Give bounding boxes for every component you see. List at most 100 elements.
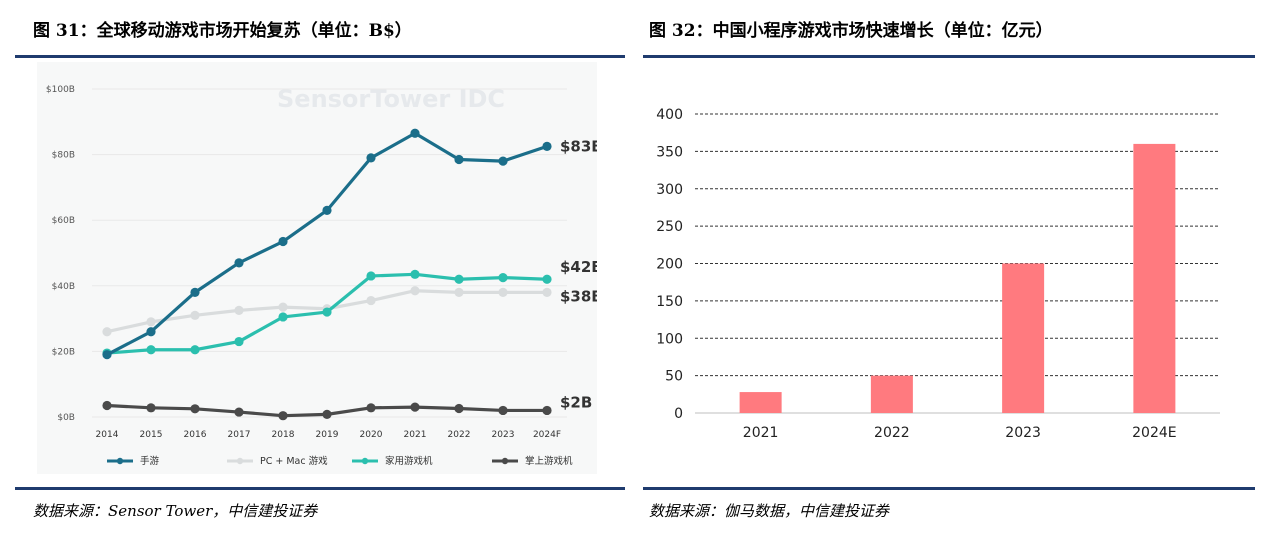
end-value-label: $2B (560, 393, 592, 411)
end-value-label: $38B (560, 287, 597, 305)
data-point (454, 154, 464, 165)
figure-32-title: 图 32：中国小程序游戏市场快速增长（单位：亿元） (649, 21, 1053, 41)
legend-swatch-dot (361, 457, 369, 465)
legend-swatch-dot (236, 457, 244, 465)
data-point (366, 403, 376, 413)
legend: 手游 PC + Mac 游戏 家用游戏机 掌上游戏机 (107, 455, 573, 467)
legend-label: 掌上游戏机 (525, 455, 573, 467)
data-point (146, 345, 156, 355)
data-point (234, 305, 244, 315)
data-point (322, 307, 332, 317)
data-point (542, 141, 552, 151)
data-point (410, 402, 420, 412)
y-tick-label: $80B (52, 151, 75, 161)
data-point (542, 287, 552, 297)
y-tick-label: 400 (656, 107, 683, 123)
y-axis-ticks: 0 50 100 150 200 250 300 350 400 (656, 107, 683, 422)
legend-swatch-dot (501, 457, 509, 465)
gridlines (695, 113, 1220, 414)
legend-label: PC + Mac 游戏 (260, 455, 328, 467)
data-point (410, 286, 420, 296)
y-tick-label: $0B (57, 413, 75, 423)
title-rule (15, 55, 625, 58)
data-point (322, 205, 332, 215)
data-point (366, 153, 376, 163)
figure-31-title: 图 31：全球移动游戏市场开始复苏（单位：B$） (33, 21, 412, 41)
data-point (146, 317, 156, 327)
data-point (454, 403, 464, 414)
end-value-label: $42B (560, 258, 597, 276)
data-point (190, 404, 200, 414)
x-tick-label: 2017 (228, 430, 251, 440)
legend-label: 家用游戏机 (385, 455, 433, 467)
data-point (278, 236, 288, 247)
x-tick-label: 2021 (743, 425, 779, 441)
mini-program-game-chart: 0 50 100 150 200 250 300 350 400 2021 2022 2023 202… (643, 62, 1255, 478)
data-point (498, 405, 508, 416)
x-tick-label: 2020 (360, 430, 383, 440)
x-tick-label: 2022 (874, 425, 910, 441)
bar (1133, 143, 1176, 413)
bar (1002, 263, 1045, 413)
y-tick-label: 250 (656, 219, 683, 235)
y-tick-label: $20B (52, 347, 75, 357)
data-point (410, 128, 420, 138)
chart-background (37, 62, 597, 474)
data-point (454, 274, 464, 284)
x-axis-ticks: 2021 2022 2023 2024E (743, 425, 1177, 441)
data-point (278, 411, 288, 421)
figure-32-source: 数据来源：伽马数据，中信建投证券 (649, 502, 890, 520)
line-chart-svg: SensorTower IDC $0B $20B $40B $60B $80B $100B… (37, 62, 603, 474)
data-point (234, 407, 244, 417)
y-tick-label: 50 (665, 369, 683, 385)
y-tick-label: 350 (656, 144, 683, 160)
data-point (102, 400, 112, 411)
data-point (498, 287, 508, 297)
x-tick-label: 2022 (448, 430, 471, 440)
data-point (410, 269, 420, 279)
figure-31-source: 数据来源：Sensor Tower，中信建投证券 (33, 502, 318, 520)
y-tick-label: 150 (656, 294, 683, 310)
data-point (366, 271, 376, 281)
x-tick-label: 2023 (1005, 425, 1041, 441)
x-tick-label: 2021 (404, 430, 427, 440)
data-point (278, 302, 288, 312)
x-tick-label: 2018 (272, 430, 295, 440)
x-tick-label: 2014 (96, 430, 119, 440)
data-point (234, 258, 244, 268)
data-point (498, 273, 508, 283)
end-labels: $83B $38B $42B $2B (560, 137, 603, 411)
series-lines (102, 128, 552, 421)
source-rule (643, 487, 1255, 490)
data-point (190, 345, 200, 355)
data-point (542, 274, 552, 284)
data-point (366, 295, 376, 306)
x-tick-label: 2023 (492, 430, 515, 440)
legend-swatch-dot (116, 457, 124, 465)
x-tick-label: 2024F (533, 430, 561, 440)
title-rule (643, 55, 1255, 58)
y-axis-ticks: $0B $20B $40B $60B $80B $100B (46, 85, 75, 423)
end-value-label: $83B (560, 137, 597, 155)
bar (870, 375, 913, 413)
data-point (190, 287, 200, 297)
y-tick-label: $60B (52, 216, 75, 226)
watermark: SensorTower IDC (277, 85, 505, 113)
bar (739, 392, 782, 413)
y-tick-label: 100 (656, 331, 683, 347)
data-point (146, 327, 156, 337)
x-axis-ticks: 2014 2015 2016 2017 2018 2019 2020 2021 2022 2023… (96, 430, 562, 440)
data-point (498, 156, 508, 166)
bars (739, 143, 1176, 413)
y-tick-label: $100B (46, 85, 75, 95)
x-tick-label: 2016 (184, 430, 207, 440)
data-point (278, 312, 288, 322)
data-point (102, 350, 112, 360)
data-point (190, 310, 200, 320)
source-rule (15, 487, 625, 490)
data-point (454, 287, 464, 297)
y-tick-label: $40B (52, 282, 75, 292)
mobile-game-market-chart: SensorTower IDC $0B $20B $40B $60B $80B $100B… (37, 62, 603, 478)
x-tick-label: 2015 (140, 430, 163, 440)
